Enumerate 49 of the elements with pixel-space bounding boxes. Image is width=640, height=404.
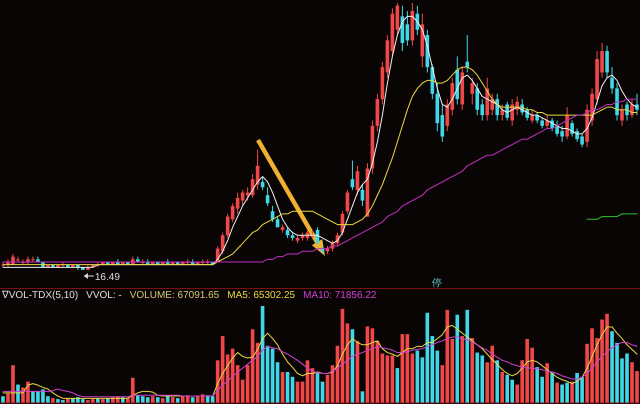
text: VVOL: - <box>86 290 122 301</box>
candlestick <box>530 109 534 124</box>
chart-title: ∇VOL-TDX(5,10) <box>1 290 78 301</box>
bar <box>1 396 5 403</box>
bar <box>190 397 194 403</box>
bar <box>550 372 554 403</box>
candlestick <box>635 93 639 116</box>
candlestick <box>605 45 609 78</box>
candlestick <box>470 77 474 105</box>
candlestick <box>286 226 290 238</box>
candlestick <box>276 216 280 228</box>
bar <box>500 372 504 403</box>
bar <box>396 368 400 403</box>
bar <box>356 340 360 403</box>
bar <box>170 397 175 403</box>
candlestick <box>610 66 614 94</box>
candlestick <box>620 104 624 126</box>
bar <box>460 336 464 403</box>
candlestick <box>540 117 544 129</box>
bar <box>51 398 55 403</box>
bar <box>160 398 165 403</box>
candlestick <box>266 186 270 206</box>
candlestick <box>346 189 350 214</box>
candlestick <box>356 165 360 196</box>
candlestick <box>465 34 470 73</box>
bar <box>545 363 549 403</box>
bar <box>280 372 284 403</box>
candlestick <box>545 114 549 129</box>
bar <box>156 397 160 403</box>
candlestick <box>625 101 629 121</box>
bar <box>360 391 364 403</box>
bar <box>150 396 155 403</box>
candlestick <box>350 160 354 190</box>
candlestick <box>316 226 320 244</box>
text: MA10: 71856.22 <box>303 290 377 301</box>
text: MA5: 65302.25 <box>227 290 296 301</box>
bar <box>555 382 559 403</box>
bar <box>176 398 180 403</box>
bar <box>570 382 574 403</box>
candlestick <box>260 176 264 190</box>
annotation: 16.49 <box>83 272 120 283</box>
bar <box>470 338 474 403</box>
candlestick <box>360 184 364 206</box>
text: 停 <box>432 277 442 289</box>
text: VOLUME: 67091.65 <box>130 290 220 301</box>
bar <box>465 310 470 403</box>
bar <box>455 314 460 403</box>
bar <box>495 360 500 403</box>
bar <box>350 329 354 403</box>
